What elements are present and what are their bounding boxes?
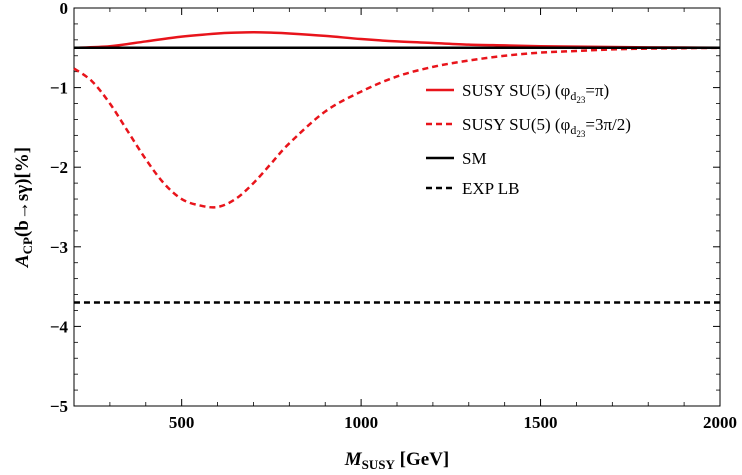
legend-item-exp-lb: EXP LB xyxy=(426,179,519,198)
x-axis-title: MSUSY [GeV] xyxy=(344,449,450,472)
svg-text:EXP LB: EXP LB xyxy=(462,179,519,198)
series-susy-3pi2 xyxy=(73,46,721,209)
x-tick-label: 1500 xyxy=(524,413,558,432)
legend-item-susy-pi: SUSY SU(5) (φd23=π) xyxy=(426,81,609,105)
tick-labels: 500 1000 1500 2000 0 −1 −2 −3 −4 −5 xyxy=(50,0,737,432)
legend-item-susy-3pi2: SUSY SU(5) (φd23=3π/2) xyxy=(426,115,631,139)
y-tick-label: −1 xyxy=(50,79,68,98)
y-tick-label: −2 xyxy=(50,158,68,177)
plot-frame xyxy=(73,7,721,407)
y-tick-label: −5 xyxy=(50,397,68,416)
svg-text:SUSY SU(5) (φd23=π): SUSY SU(5) (φd23=π) xyxy=(462,81,609,105)
axis-ticks xyxy=(73,7,721,407)
y-tick-label: −4 xyxy=(50,317,69,336)
series-lines xyxy=(73,31,721,304)
x-tick-label: 2000 xyxy=(703,413,737,432)
svg-text:SM: SM xyxy=(462,149,487,168)
y-tick-label: 0 xyxy=(60,0,69,18)
x-tick-label: 500 xyxy=(169,413,195,432)
y-tick-label: −3 xyxy=(50,238,68,257)
legend: SUSY SU(5) (φd23=π) SUSY SU(5) (φd23=3π/… xyxy=(426,81,631,198)
series-susy-pi xyxy=(73,31,721,50)
x-tick-label: 1000 xyxy=(344,413,378,432)
legend-item-sm: SM xyxy=(426,149,487,168)
svg-text:SUSY SU(5) (φd23=3π/2): SUSY SU(5) (φd23=3π/2) xyxy=(462,115,631,139)
y-axis-title: ACP(b→sγ)[%] xyxy=(12,147,35,268)
